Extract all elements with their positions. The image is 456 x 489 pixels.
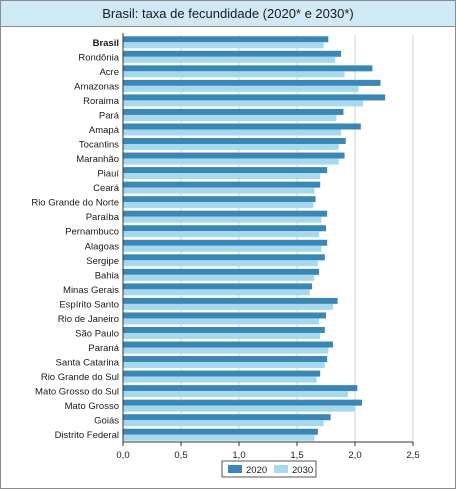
x-tick-label: 2,5 [406,450,419,461]
bar-2030 [123,332,321,339]
bar-2020 [123,356,328,363]
bar-2030 [123,391,349,398]
category-label: Rio Grande do Sul [41,372,119,383]
legend-swatch-2020 [228,465,242,473]
bar-2030 [123,202,314,209]
bar-2020 [123,268,320,275]
bar-2030 [123,144,339,151]
bar-2030 [123,158,339,165]
category-label: São Paulo [75,328,119,339]
bar-2030 [123,376,317,383]
bar-2020 [123,108,344,115]
bar-2020 [123,225,326,232]
bar-2030 [123,42,324,49]
bar-2020 [123,370,321,377]
bar-2020 [123,65,373,72]
bar-2020 [123,414,331,421]
category-label: Paraíba [86,212,120,223]
category-label: Pernambuco [65,227,119,238]
bar-2030 [123,274,315,281]
bar-2020 [123,196,316,203]
category-label: Minas Gerais [63,285,119,296]
category-label: Amapá [89,125,120,136]
category-label: Espírito Santo [59,299,119,310]
bar-2030 [123,85,359,92]
bar-2020 [123,312,326,319]
bar-2020 [123,210,328,217]
category-label: Santa Catarina [56,358,120,369]
bar-2030 [123,303,333,310]
bar-2020 [123,36,329,43]
category-label: Roraima [83,96,120,107]
category-label: Alagoas [85,241,120,252]
category-label: Pará [99,110,120,121]
bar-2020 [123,239,328,246]
bar-2030 [123,405,355,412]
legend-label-2030: 2030 [292,465,313,476]
legend-box [221,460,317,478]
bar-2030 [123,260,318,267]
bar-2030 [123,100,364,107]
category-label: Sergipe [86,256,119,267]
x-tick-label: 0,5 [174,450,187,461]
bar-2030 [123,420,324,427]
category-label: Paraná [88,343,119,354]
bar-2020 [123,326,325,333]
bar-2020 [123,399,362,406]
bar-2030 [123,56,336,63]
bar-2020 [123,123,361,130]
category-label: Rondônia [78,52,119,63]
category-label: Distrito Federal [55,430,119,441]
x-tick-label: 0,0 [116,450,129,461]
bar-2030 [123,129,342,136]
bar-2030 [123,245,322,252]
category-label: Rio de Janeiro [58,314,119,325]
bar-2020 [123,428,318,435]
bar-2020 [123,167,328,174]
bar-2020 [123,283,313,290]
legend-label-2020: 2020 [246,465,267,476]
bar-2020 [123,181,321,188]
category-label: Goiás [94,416,119,427]
bar-2030 [123,362,325,369]
category-label: Ceará [93,183,120,194]
category-label: Acre [99,67,119,78]
category-label: Tocantins [79,140,119,151]
bar-2030 [123,187,315,194]
x-tick-label: 2,0 [348,450,361,461]
bar-2030 [123,173,321,180]
bar-2030 [123,318,320,325]
bar-2030 [123,289,310,296]
bar-2020 [123,297,338,304]
category-label: Maranhão [76,154,119,165]
category-label: Rio Grande do Norte [31,198,119,209]
legend-swatch-2030 [274,465,288,473]
x-tick-label: 1,5 [290,450,303,461]
bar-2020 [123,254,325,261]
category-label: Piauí [97,169,119,180]
bar-2030 [123,347,329,354]
bar-2020 [123,341,333,348]
bar-2030 [123,216,322,223]
bar-2020 [123,152,345,159]
bar-chart: Brasil Rondônia Acre Amazonas Roraima Pará Ama… [31,33,420,478]
category-label: Brasil [93,38,119,49]
category-label: Amazonas [74,81,119,92]
category-label: Mato Grosso do Sul [35,387,119,398]
x-tick-label: 1,0 [232,450,245,461]
bar-2030 [123,71,345,78]
bar-2020 [123,138,346,145]
bar-2020 [123,385,358,392]
bar-2030 [123,231,320,238]
bar-2020 [123,79,381,86]
bar-2030 [123,434,315,441]
category-label: Mato Grosso [65,401,119,412]
chart-title: Brasil: taxa de fecundidade (2020* e 203… [1,1,455,27]
bar-2030 [123,114,337,121]
bar-2020 [123,50,342,57]
category-label: Bahia [95,270,120,281]
bar-2020 [123,94,386,101]
